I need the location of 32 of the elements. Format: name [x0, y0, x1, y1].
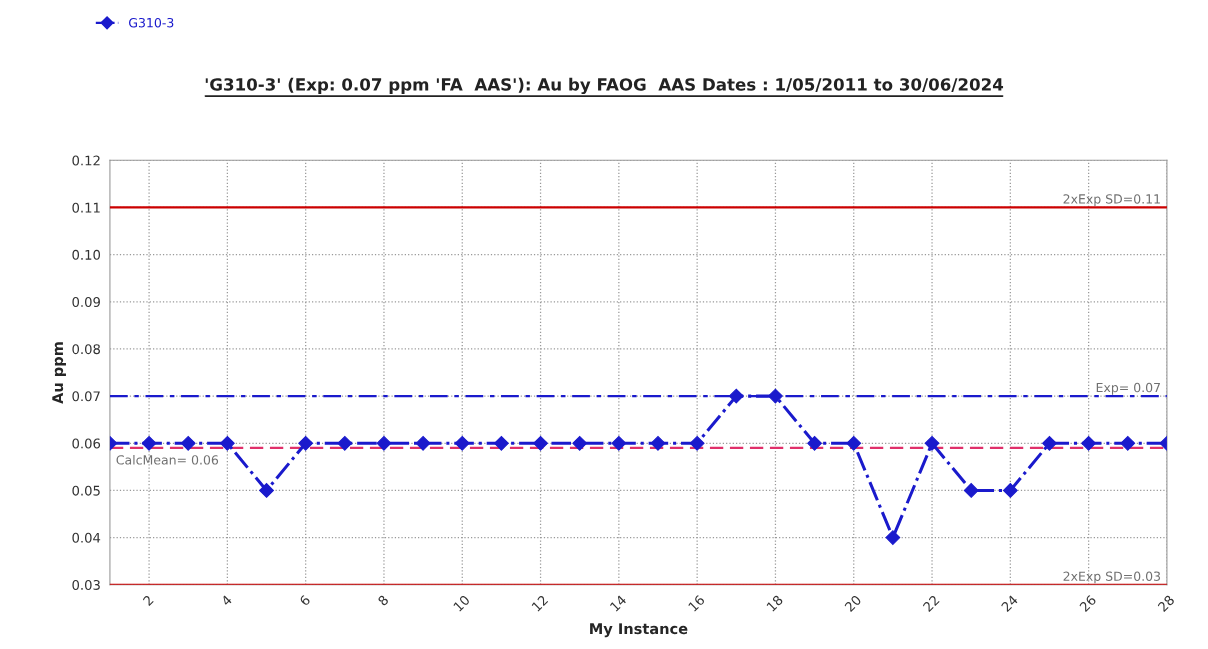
- y-tick-label: 0.06: [72, 438, 101, 449]
- x-tick-label: 10: [453, 594, 471, 612]
- y-tick-label: 0.11: [72, 202, 100, 213]
- y-axis-title: Au ppm: [52, 342, 66, 404]
- y-tick-label: 0.09: [72, 297, 100, 307]
- y-tick-label: 0.08: [72, 344, 100, 355]
- ref-line-label: CalcMean= 0.06: [116, 454, 219, 465]
- y-tick-label: 0.05: [72, 485, 100, 496]
- x-tick-label: 24: [1000, 594, 1019, 613]
- y-tick-label: 0.03: [72, 579, 100, 590]
- legend-label: G310-3: [129, 17, 174, 28]
- x-tick-label: 20: [844, 594, 862, 613]
- chart-title: 'G310-3' (Exp: 0.07 ppm 'FA AAS'): Au by FAOG AAS Dates : 1/05/2011 to 30/06/2024: [205, 77, 1004, 95]
- x-tick-label: 22: [922, 594, 940, 613]
- x-tick-label: 16: [687, 594, 706, 612]
- ref-line-label: 2xExp SD=0.11: [1063, 194, 1160, 207]
- x-axis-title: My Instance: [590, 623, 688, 638]
- x-tick-label: 26: [1079, 594, 1097, 613]
- x-tick-label: 4: [220, 594, 233, 607]
- y-tick-label: 0.10: [72, 249, 101, 260]
- y-tick-label: 0.07: [72, 391, 100, 402]
- y-tick-label: 0.12: [72, 155, 100, 166]
- x-tick-label: 18: [766, 594, 784, 612]
- x-tick-label: 12: [531, 594, 549, 612]
- x-tick-label: 28: [1157, 594, 1175, 613]
- ref-line-label: Exp= 0.07: [1096, 382, 1160, 395]
- x-tick-label: 14: [609, 594, 627, 612]
- ref-line-label: 2xExp SD=0.03: [1063, 571, 1161, 584]
- x-tick-label: 2: [142, 594, 154, 607]
- x-tick-label: 6: [299, 594, 311, 607]
- y-tick-label: 0.04: [72, 532, 101, 543]
- x-tick-label: 8: [377, 594, 389, 607]
